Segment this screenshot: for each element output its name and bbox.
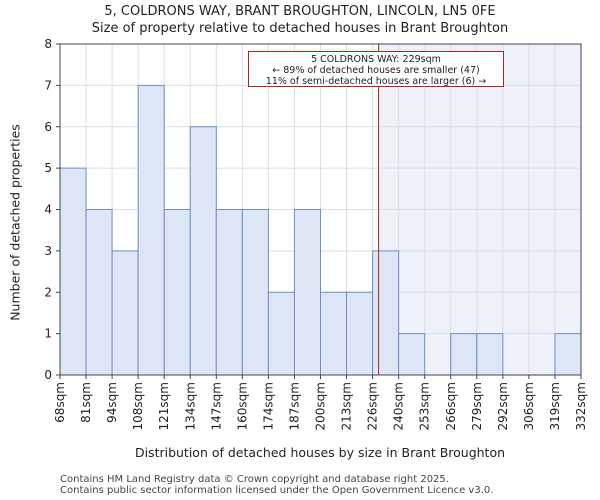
- y-tick-label: 8: [44, 37, 52, 51]
- x-tick-label: 292sqm: [496, 382, 510, 430]
- y-tick-label: 3: [44, 244, 52, 258]
- x-tick-label: 332sqm: [574, 382, 588, 430]
- histogram-bar: [398, 333, 426, 376]
- x-tick-label: 266sqm: [444, 382, 458, 430]
- x-tick-label: 147sqm: [209, 382, 223, 430]
- y-tick-label: 1: [44, 327, 52, 341]
- marker-annotation: 5 COLDRONS WAY: 229sqm ← 89% of detached…: [248, 51, 504, 87]
- annotation-line-3: 11% of semi-detached houses are larger (…: [265, 76, 487, 87]
- histogram-bar: [111, 250, 139, 376]
- y-axis-label: Number of detached properties: [7, 124, 23, 321]
- histogram-bar: [346, 291, 374, 376]
- histogram-bar: [267, 291, 295, 376]
- chart-title-line1: 5, COLDRONS WAY, BRANT BROUGHTON, LINCOL…: [104, 4, 496, 19]
- x-tick-label: 81sqm: [79, 382, 93, 423]
- x-tick-label: 134sqm: [183, 382, 197, 430]
- x-tick-label: 121sqm: [157, 382, 171, 430]
- x-axis-label: Distribution of detached houses by size …: [134, 445, 506, 460]
- y-tick-label: 7: [44, 78, 52, 92]
- histogram-bar: [189, 126, 217, 376]
- histogram-bar: [554, 333, 582, 376]
- x-tick-label: 174sqm: [261, 382, 275, 430]
- histogram-bar: [163, 209, 191, 376]
- y-tick-label: 6: [44, 120, 52, 134]
- histogram-bar: [450, 333, 478, 376]
- x-tick-label: 306sqm: [522, 382, 536, 430]
- x-tick-label: 240sqm: [392, 382, 406, 430]
- x-tick-label: 94sqm: [105, 382, 119, 423]
- x-tick-label: 187sqm: [287, 382, 301, 430]
- x-tick-label: 226sqm: [366, 382, 380, 430]
- histogram-bar: [293, 209, 322, 376]
- histogram-bar: [476, 333, 504, 376]
- histogram-bar: [320, 291, 348, 376]
- x-tick-label: 253sqm: [418, 382, 432, 430]
- x-tick-label: 68sqm: [53, 382, 67, 423]
- histogram-bar: [137, 84, 165, 376]
- y-tick-label: 0: [44, 368, 52, 382]
- footer-licence: Contains public sector information licen…: [60, 485, 494, 496]
- histogram-bar: [241, 209, 269, 376]
- y-tick-label: 5: [44, 161, 52, 175]
- x-tick-label: 200sqm: [314, 382, 328, 430]
- x-tick-label: 213sqm: [340, 382, 354, 430]
- y-tick-label: 2: [44, 285, 52, 299]
- footer-copyright: Contains HM Land Registry data © Crown c…: [60, 474, 449, 485]
- chart-title-line2: Size of property relative to detached ho…: [91, 21, 509, 36]
- x-tick-label: 319sqm: [548, 382, 562, 430]
- histogram-bar: [215, 209, 243, 376]
- annotation-line-1: 5 COLDRONS WAY: 229sqm: [311, 54, 441, 65]
- histogram-bar: [372, 250, 400, 376]
- x-tick-label: 108sqm: [131, 382, 145, 430]
- histogram-bar: [85, 209, 113, 376]
- histogram-bar: [59, 167, 87, 376]
- annotation-line-2: ← 89% of detached houses are smaller (47…: [272, 65, 480, 76]
- x-tick-label: 160sqm: [235, 382, 249, 430]
- y-tick-label: 4: [44, 203, 52, 217]
- x-tick-label: 279sqm: [470, 382, 484, 430]
